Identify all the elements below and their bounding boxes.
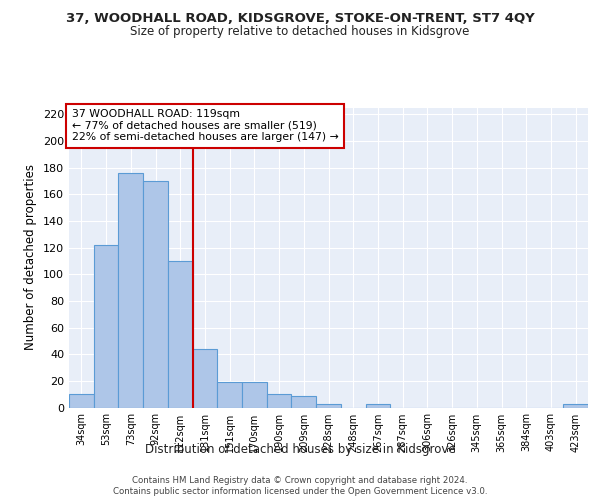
Text: Size of property relative to detached houses in Kidsgrove: Size of property relative to detached ho… [130,25,470,38]
Text: 37, WOODHALL ROAD, KIDSGROVE, STOKE-ON-TRENT, ST7 4QY: 37, WOODHALL ROAD, KIDSGROVE, STOKE-ON-T… [65,12,535,26]
Text: Contains public sector information licensed under the Open Government Licence v3: Contains public sector information licen… [113,487,487,496]
Text: Contains HM Land Registry data © Crown copyright and database right 2024.: Contains HM Land Registry data © Crown c… [132,476,468,485]
Bar [168,261,193,408]
Bar [365,404,390,407]
Bar [143,181,168,408]
Bar [563,404,588,407]
Bar [267,394,292,407]
Bar [217,382,242,407]
Bar [193,349,217,408]
Bar [94,245,118,408]
Bar [292,396,316,407]
Bar [118,173,143,408]
Bar [316,404,341,407]
Bar [242,382,267,407]
Bar [69,394,94,407]
Text: 37 WOODHALL ROAD: 119sqm
← 77% of detached houses are smaller (519)
22% of semi-: 37 WOODHALL ROAD: 119sqm ← 77% of detach… [71,109,338,142]
Y-axis label: Number of detached properties: Number of detached properties [25,164,37,350]
Text: Distribution of detached houses by size in Kidsgrove: Distribution of detached houses by size … [145,442,455,456]
